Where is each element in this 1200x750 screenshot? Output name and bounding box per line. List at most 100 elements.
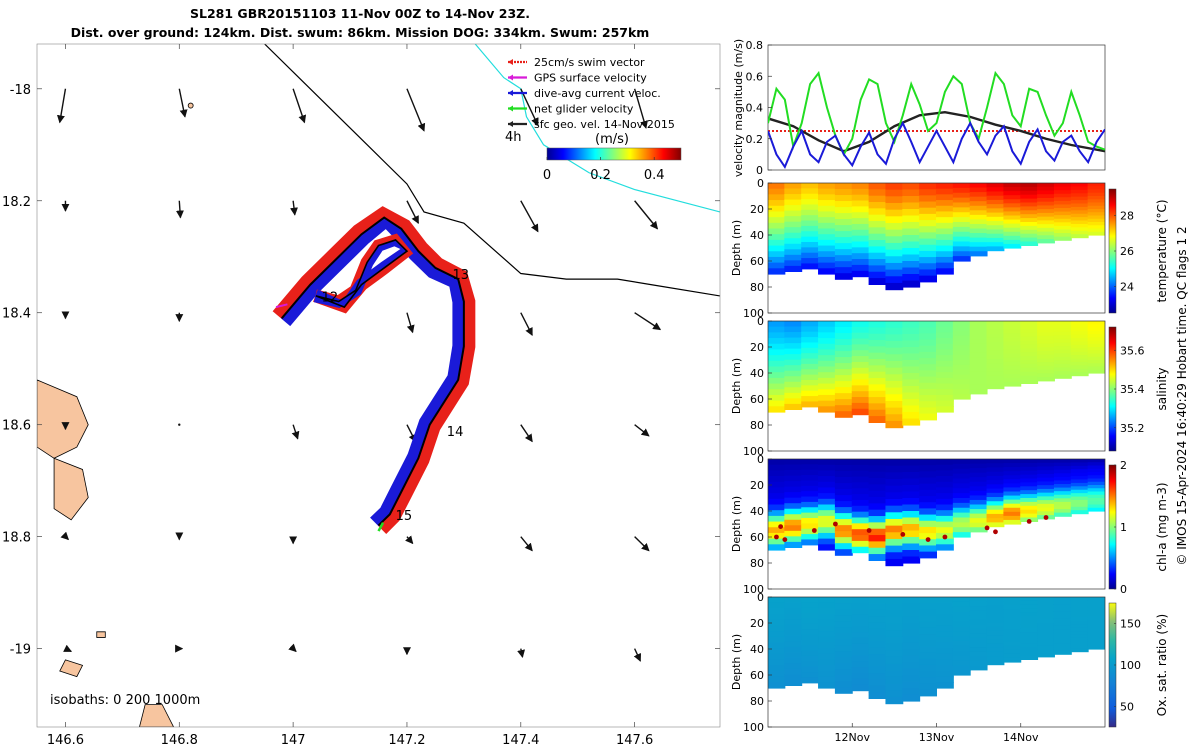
temperature-panel-cell: [1037, 183, 1055, 188]
legend-arrowhead: [508, 59, 513, 65]
islet: [187, 102, 194, 109]
chla-panel-cell: [1053, 498, 1072, 503]
salinity-panel-cell: [784, 321, 803, 328]
temperature-panel-cell: [834, 201, 853, 208]
oxygen-panel-cell: [885, 670, 904, 678]
temperature-panel-cell: [1087, 205, 1105, 210]
salinity-panel-cell: [834, 405, 853, 412]
oxygen-panel-cell: [969, 619, 988, 625]
salinity-panel-cell: [986, 342, 1005, 347]
chla-panel-cell: [986, 484, 1005, 490]
salinity-panel-ylabel: Depth (m): [730, 358, 743, 414]
temperature-panel-cell: [801, 199, 820, 206]
salinity-panel-cell: [1020, 332, 1039, 338]
chla-panel-cell: [919, 508, 937, 516]
salinity-panel-cell: [1087, 360, 1105, 364]
chla-panel-cell: [851, 470, 870, 478]
salinity-panel-cell: [885, 321, 904, 329]
temperature-panel-cell: [1087, 192, 1105, 197]
oxygen-panel-cell: [1020, 632, 1039, 637]
velocity-ylabel: velocity magnitude (m/s): [732, 39, 745, 177]
temperature-panel-cell: [919, 232, 937, 240]
salinity-panel-cell: [868, 321, 887, 328]
oxygen-panel-cell: [936, 670, 954, 678]
map-ytick-label: 18.8: [2, 531, 31, 546]
oxygen-panel-cell: [801, 650, 820, 657]
chla-panel-cell: [1070, 506, 1089, 511]
temperature-panel-colorbar-tick-label: 28: [1120, 210, 1134, 223]
salinity-panel-cell: [1037, 332, 1055, 337]
salinity-panel-cell: [1020, 367, 1039, 373]
legend-arrowhead: [508, 105, 513, 112]
oxygen-panel-cell: [919, 615, 937, 623]
salinity-panel-cell: [986, 333, 1005, 339]
chla-panel-cell: [784, 492, 803, 499]
salinity-panel-cell: [1020, 340, 1039, 345]
chla-panel-cell: [919, 520, 937, 528]
salinity-panel-cell: [969, 334, 988, 340]
oxygen-panel-cell: [834, 597, 853, 604]
oxygen-panel-cell: [784, 597, 803, 604]
chla-panel-cell: [986, 497, 1005, 502]
chla-panel-cell: [919, 545, 937, 553]
gps-surface-velocity-mark: [275, 303, 288, 309]
salinity-panel-cell: [1020, 375, 1039, 381]
oxygen-panel-cell: [1070, 620, 1089, 625]
oxygen-panel-cell: [1003, 605, 1022, 610]
oxygen-panel-cell: [851, 620, 870, 627]
salinity-panel-cell: [851, 373, 870, 381]
temperature-panel-cell: [1003, 207, 1022, 213]
oxygen-panel-cell: [768, 642, 786, 649]
salinity-panel-cell: [919, 339, 937, 347]
temperature-panel-cell: [919, 195, 937, 203]
temperature-panel-cell: [1003, 183, 1022, 188]
salinity-panel-cell: [818, 326, 836, 333]
chla-panel-cell: [834, 519, 853, 526]
temperature-panel-cell: [851, 270, 870, 278]
salinity-panel-cell: [1037, 362, 1055, 367]
chla-panel-cell: [801, 517, 820, 524]
salinity-panel-cell: [1037, 335, 1055, 341]
oxygen-panel-cell: [784, 608, 803, 615]
salinity-panel-cell: [784, 359, 803, 366]
oxygen-panel-cell: [1037, 619, 1055, 624]
temperature-panel-cell: [784, 194, 803, 201]
salinity-panel-cell: [952, 360, 971, 366]
chla-panel-cell: [1070, 496, 1089, 501]
chla-panel-cell: [784, 481, 803, 488]
temperature-panel-cell: [969, 237, 988, 243]
chla-panel-cell: [1020, 501, 1039, 507]
oxygen-panel-cell: [818, 653, 836, 661]
salinity-panel-cell: [885, 347, 904, 355]
temperature-panel-cell: [1037, 205, 1055, 210]
chla-panel-cell: [1070, 499, 1089, 504]
temperature-panel-cell: [1087, 231, 1105, 236]
day-label: 14: [447, 425, 464, 440]
temperature-panel-cell: [986, 195, 1005, 201]
salinity-panel-cell: [868, 390, 887, 398]
oxygen-panel-ytick-label: 100: [743, 721, 764, 734]
oxygen-panel-cell: [969, 642, 988, 648]
oxygen-panel-cell: [936, 631, 954, 638]
temperature-panel-cell: [986, 229, 1005, 235]
salinity-panel-cell: [919, 370, 937, 378]
geo-vel-arrow: [406, 88, 426, 132]
chla-panel-cell: [801, 496, 820, 503]
chla-panel-cell: [1003, 479, 1022, 484]
salinity-panel-cell: [986, 350, 1005, 356]
chla-panel-cell: [834, 489, 853, 496]
salinity-panel-cell: [801, 396, 820, 403]
salinity-panel-cell: [768, 377, 786, 385]
oxygen-panel-cell: [1037, 597, 1055, 602]
chla-panel-cell: [885, 545, 904, 553]
oxygen-panel-cell: [1053, 597, 1072, 602]
oxygen-panel-cell: [885, 663, 904, 671]
oxygen-panel-cell: [919, 640, 937, 647]
salinity-panel-cell: [784, 370, 803, 377]
salinity-panel-cell: [801, 374, 820, 381]
salinity-panel-cell: [834, 351, 853, 358]
geo-vel-arrow: [633, 88, 648, 129]
chla-panel-cell: [868, 484, 887, 492]
temperature-panel-cell: [834, 249, 853, 256]
